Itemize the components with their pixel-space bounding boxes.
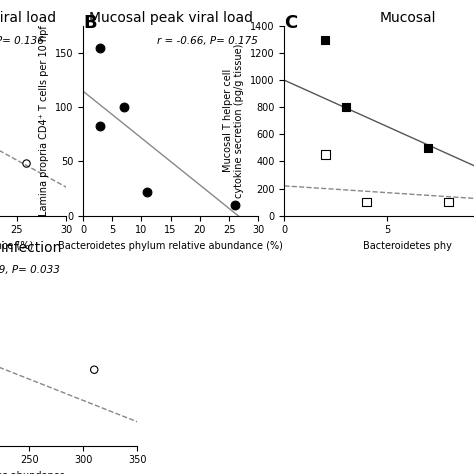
Point — [424, 144, 432, 152]
Point — [231, 201, 239, 209]
Title: Mucosal peak viral load: Mucosal peak viral load — [89, 11, 253, 25]
Text: c infection: c infection — [0, 241, 62, 255]
Text: C: C — [284, 14, 298, 32]
X-axis label: Bacteroidetes phylum relative abundance (%): Bacteroidetes phylum relative abundance … — [58, 241, 283, 251]
Point — [322, 36, 329, 44]
Text: peak viral load: peak viral load — [0, 11, 56, 25]
Point — [23, 160, 30, 167]
Point — [342, 103, 350, 111]
Text: r = -0.71, P= 0.136: r = -0.71, P= 0.136 — [0, 36, 44, 46]
Title: Mucosal: Mucosal — [379, 11, 436, 25]
Y-axis label: Lamina propria CD4⁺ T cells per 10 hpf: Lamina propria CD4⁺ T cells per 10 hpf — [39, 26, 49, 216]
Y-axis label: Mucosal T helper cell
cytokine secretion (pg/g tissue): Mucosal T helper cell cytokine secretion… — [223, 44, 245, 198]
X-axis label: Bacteroidetes abundance
time of peak VL: Bacteroidetes abundance time of peak VL — [0, 471, 65, 474]
Text: r = -0.66, P= 0.175: r = -0.66, P= 0.175 — [156, 36, 257, 46]
Point — [91, 366, 98, 374]
Point — [144, 188, 151, 196]
X-axis label: Bacteroidetes phy: Bacteroidetes phy — [363, 241, 452, 251]
Point — [445, 198, 453, 206]
Point — [322, 151, 329, 158]
Point — [363, 198, 370, 206]
Text: B: B — [83, 14, 97, 32]
X-axis label: um relative abundance (%): um relative abundance (%) — [0, 241, 34, 251]
Text: r = -0.89, P= 0.033: r = -0.89, P= 0.033 — [0, 265, 60, 275]
Point — [97, 44, 104, 52]
Point — [120, 103, 128, 111]
Point — [97, 122, 104, 129]
